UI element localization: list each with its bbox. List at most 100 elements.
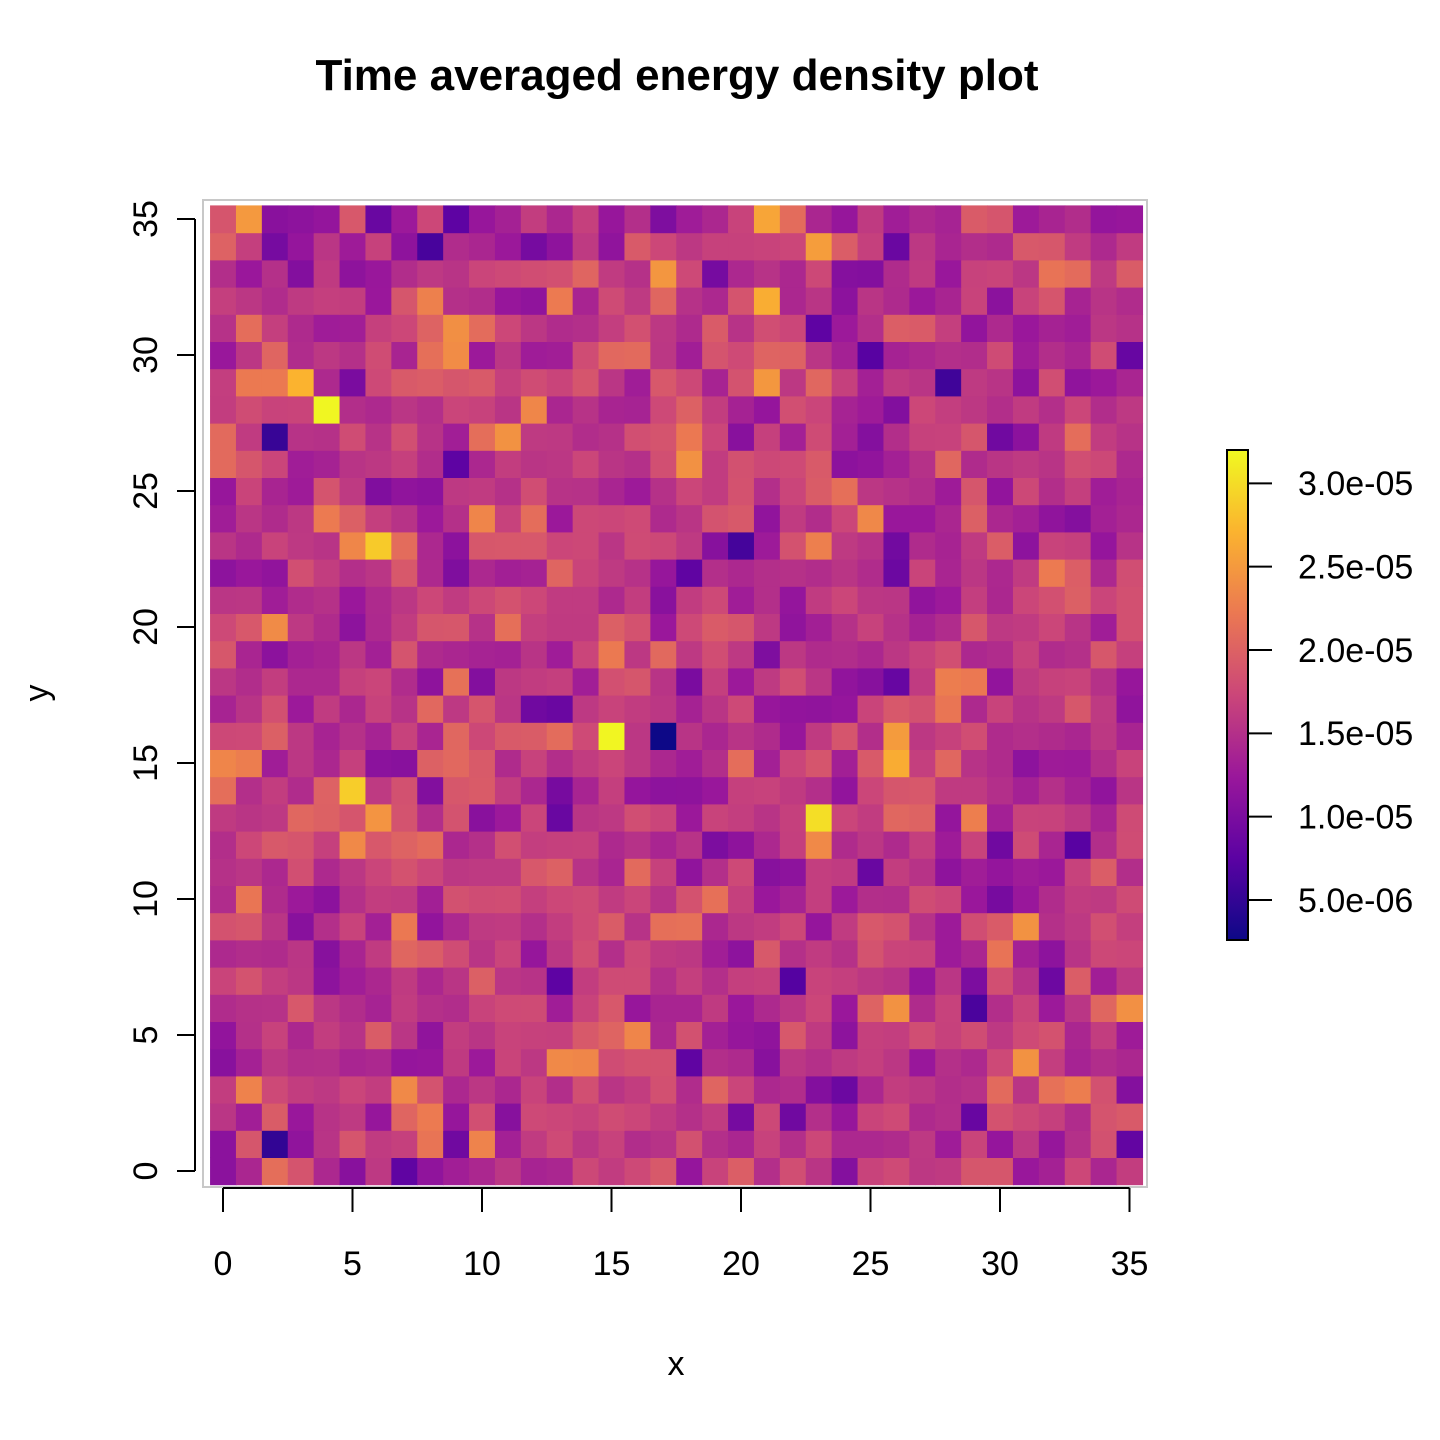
heatmap-cell: [520, 695, 548, 723]
heatmap-cell: [779, 749, 807, 778]
heatmap-cell: [961, 1130, 988, 1158]
heatmap-cell: [650, 1075, 677, 1104]
heatmap-cell: [546, 939, 574, 968]
heatmap-cell: [1116, 831, 1144, 859]
heatmap-cell: [728, 477, 755, 506]
heatmap-cell: [1064, 287, 1092, 315]
heatmap-cell: [235, 967, 263, 995]
heatmap-cell: [313, 368, 341, 397]
heatmap-cell: [728, 1048, 755, 1077]
heatmap-cell: [313, 586, 341, 614]
heatmap-cell: [313, 776, 341, 805]
heatmap-cell: [494, 803, 522, 832]
heatmap-cell: [546, 695, 574, 723]
heatmap-cell: [546, 205, 574, 234]
heatmap-cell: [572, 314, 600, 342]
heatmap-cell: [365, 1103, 392, 1131]
heatmap-cell: [728, 776, 755, 805]
heatmap-cell: [935, 450, 962, 478]
heatmap-cell: [1090, 232, 1118, 261]
heatmap-cell: [443, 232, 470, 261]
heatmap-cell: [961, 259, 988, 288]
heatmap-cell: [779, 1103, 807, 1131]
heatmap-cell: [391, 205, 418, 234]
heatmap-cell: [883, 314, 910, 342]
heatmap-cell: [805, 531, 833, 560]
heatmap-cell: [210, 531, 237, 560]
heatmap-cell: [598, 1103, 626, 1131]
heatmap-cell: [365, 994, 392, 1022]
heatmap-cell: [365, 803, 392, 832]
heatmap-cell: [391, 259, 418, 288]
heatmap-cell: [546, 1075, 574, 1104]
heatmap-cell: [598, 695, 626, 723]
heatmap-cell: [546, 395, 574, 424]
heatmap-cell: [339, 586, 367, 614]
heatmap-cell: [417, 939, 444, 968]
heatmap-cell: [987, 994, 1014, 1022]
heatmap-cell: [572, 994, 600, 1022]
heatmap-cell: [598, 368, 626, 397]
heatmap-cell: [235, 1048, 263, 1077]
heatmap-cell: [1038, 205, 1066, 234]
heatmap-cell: [572, 477, 600, 506]
heatmap-cell: [779, 586, 807, 614]
heatmap-cell: [702, 368, 729, 397]
heatmap-cell: [313, 858, 341, 886]
heatmap-cell: [857, 803, 885, 832]
heatmap-cell: [650, 1103, 677, 1131]
heatmap-cell: [520, 423, 548, 451]
heatmap-cell: [1116, 368, 1144, 397]
heatmap-cell: [650, 939, 677, 968]
heatmap-cell: [443, 395, 470, 424]
heatmap-cell: [1038, 368, 1066, 397]
heatmap-cell: [1090, 395, 1118, 424]
heatmap-cell: [235, 994, 263, 1022]
heatmap-cell: [779, 776, 807, 805]
heatmap-cell: [702, 450, 729, 478]
heatmap-cell: [650, 395, 677, 424]
heatmap-cell: [857, 1103, 885, 1131]
heatmap-cell: [650, 1130, 677, 1158]
heatmap-cell: [961, 667, 988, 696]
heatmap-cell: [805, 205, 833, 234]
heatmap-cell: [235, 1157, 263, 1186]
heatmap-cell: [883, 1157, 910, 1186]
heatmap-cell: [1038, 287, 1066, 315]
heatmap-cell: [909, 1130, 936, 1158]
heatmap-cell: [857, 1048, 885, 1077]
heatmap-cell: [857, 395, 885, 424]
heatmap-cell: [883, 912, 910, 941]
heatmap-cell: [417, 531, 444, 560]
heatmap-cell: [909, 803, 936, 832]
heatmap-cell: [572, 559, 600, 587]
heatmap-cell: [961, 1021, 988, 1050]
heatmap-cell: [365, 287, 392, 315]
heatmap-cell: [909, 477, 936, 506]
heatmap-cell: [443, 1157, 470, 1186]
heatmap-cell: [1116, 423, 1144, 451]
heatmap-cell: [753, 341, 781, 370]
heatmap-cell: [753, 314, 781, 342]
heatmap-cell: [598, 640, 626, 669]
heatmap-cell: [909, 613, 936, 642]
heatmap-cell: [546, 423, 574, 451]
heatmap-cell: [1116, 613, 1144, 642]
heatmap-cell: [1012, 640, 1040, 669]
heatmap-cell: [287, 504, 315, 533]
heatmap-cell: [443, 1103, 470, 1131]
heatmap-cell: [987, 205, 1014, 234]
heatmap-cell: [391, 667, 418, 696]
heatmap-cell: [857, 368, 885, 397]
heatmap-cell: [753, 640, 781, 669]
heatmap-cell: [831, 613, 859, 642]
heatmap-cell: [857, 559, 885, 587]
heatmap-cell: [1038, 1021, 1066, 1050]
heatmap-cell: [261, 831, 289, 859]
heatmap-cell: [883, 858, 910, 886]
heatmap-cell: [1064, 1048, 1092, 1077]
chart-title: Time averaged energy density plot: [316, 51, 1039, 100]
heatmap-cell: [443, 939, 470, 968]
heatmap-cell: [935, 477, 962, 506]
heatmap-cell: [857, 232, 885, 261]
